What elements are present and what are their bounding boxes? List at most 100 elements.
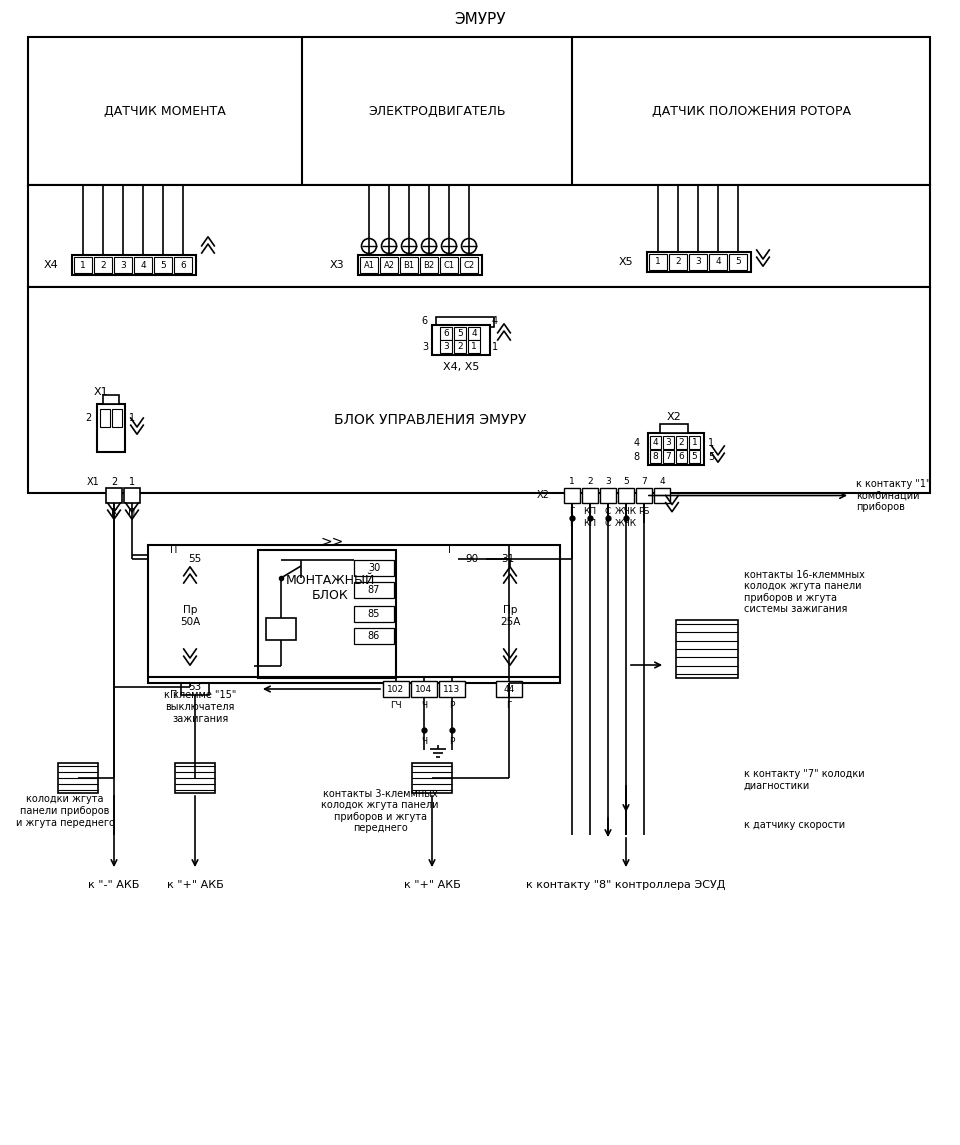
Bar bbox=[496, 681, 522, 697]
Text: А2: А2 bbox=[383, 261, 395, 269]
Text: Г: Г bbox=[569, 519, 575, 528]
Text: ЭМУРУ: ЭМУРУ bbox=[454, 13, 506, 27]
Text: 4: 4 bbox=[715, 258, 721, 267]
Text: С: С bbox=[605, 519, 612, 528]
Text: 4: 4 bbox=[471, 329, 477, 338]
Text: 53: 53 bbox=[188, 681, 202, 692]
Text: >>: >> bbox=[321, 535, 344, 548]
Text: 2: 2 bbox=[110, 477, 117, 487]
Bar bbox=[564, 488, 580, 503]
Bar bbox=[654, 488, 670, 503]
Text: 6: 6 bbox=[421, 316, 428, 325]
Bar bbox=[148, 545, 560, 684]
Text: 2: 2 bbox=[679, 439, 684, 447]
Text: 2: 2 bbox=[675, 258, 681, 267]
Text: 5: 5 bbox=[457, 329, 463, 338]
Bar bbox=[440, 340, 452, 353]
Text: к датчику скорости: к датчику скорости bbox=[744, 820, 845, 830]
Text: 3: 3 bbox=[444, 342, 449, 352]
Text: Х4, Х5: Х4, Х5 bbox=[443, 362, 479, 372]
Text: 1: 1 bbox=[129, 413, 135, 423]
Bar bbox=[103, 395, 119, 404]
Bar bbox=[432, 325, 490, 355]
Text: С2: С2 bbox=[464, 261, 474, 269]
Bar bbox=[100, 409, 110, 427]
Bar bbox=[58, 763, 98, 793]
Bar bbox=[689, 436, 700, 449]
Text: к контакту "7" колодки
диагностики: к контакту "7" колодки диагностики bbox=[744, 769, 865, 791]
Text: МОНТАЖНЫЙ
БЛОК: МОНТАЖНЫЙ БЛОК bbox=[285, 574, 374, 602]
Bar bbox=[94, 256, 112, 273]
Bar bbox=[636, 488, 652, 503]
Text: 2: 2 bbox=[588, 477, 593, 487]
Text: 44: 44 bbox=[503, 685, 515, 694]
Bar bbox=[468, 340, 480, 353]
Bar bbox=[380, 256, 398, 273]
Text: 5: 5 bbox=[691, 452, 697, 461]
Text: 4: 4 bbox=[660, 477, 665, 487]
Bar bbox=[454, 327, 466, 340]
Bar bbox=[28, 185, 930, 287]
Bar bbox=[460, 256, 478, 273]
Text: 3: 3 bbox=[120, 261, 126, 269]
Text: ЭЛЕКТРОДВИГАТЕЛЬ: ЭЛЕКТРОДВИГАТЕЛЬ bbox=[369, 104, 506, 118]
Bar bbox=[439, 681, 465, 697]
Text: КП: КП bbox=[584, 507, 596, 516]
Text: контакты 16-клеммных
колодок жгута панели
приборов и жгута
системы зажигания: контакты 16-клеммных колодок жгута панел… bbox=[744, 569, 865, 615]
Text: С: С bbox=[605, 507, 612, 516]
Bar bbox=[669, 254, 687, 270]
Bar bbox=[97, 404, 125, 452]
Bar bbox=[174, 256, 192, 273]
Text: БЛОК УПРАВЛЕНИЯ ЭМУРУ: БЛОК УПРАВЛЕНИЯ ЭМУРУ bbox=[334, 413, 526, 427]
Text: Пр
25А: Пр 25А bbox=[500, 606, 520, 626]
Bar bbox=[648, 433, 704, 465]
Text: 2: 2 bbox=[84, 413, 91, 423]
Text: 3: 3 bbox=[695, 258, 701, 267]
Bar bbox=[360, 256, 378, 273]
Bar bbox=[412, 763, 452, 793]
Text: ДАТЧИК МОМЕНТА: ДАТЧИК МОМЕНТА bbox=[104, 104, 226, 118]
Text: 4: 4 bbox=[492, 316, 498, 325]
Bar bbox=[689, 450, 700, 463]
Bar bbox=[258, 550, 396, 678]
Text: 7: 7 bbox=[641, 477, 647, 487]
Bar bbox=[354, 582, 394, 598]
Text: ЖЧК: ЖЧК bbox=[615, 519, 637, 528]
Bar bbox=[468, 327, 480, 340]
Bar bbox=[689, 254, 707, 270]
Text: 6: 6 bbox=[444, 329, 449, 338]
Text: П: П bbox=[170, 545, 177, 555]
Bar bbox=[181, 678, 209, 695]
Text: 3: 3 bbox=[421, 341, 428, 352]
Bar bbox=[112, 409, 122, 427]
Text: колодки жгута
панели приборов
и жгута переднего: колодки жгута панели приборов и жгута пе… bbox=[15, 795, 114, 828]
Text: 1: 1 bbox=[569, 477, 575, 487]
Text: Пр
50А: Пр 50А bbox=[180, 606, 200, 626]
Text: 1: 1 bbox=[471, 342, 477, 352]
Text: Г: Г bbox=[448, 545, 454, 555]
Text: к "+" АКБ: к "+" АКБ bbox=[167, 881, 224, 890]
Bar bbox=[582, 488, 598, 503]
Bar bbox=[154, 256, 172, 273]
Text: КП: КП bbox=[584, 519, 596, 528]
Bar bbox=[660, 424, 688, 433]
Bar bbox=[676, 619, 738, 678]
Text: 1: 1 bbox=[708, 437, 714, 448]
Text: 4: 4 bbox=[140, 261, 146, 269]
Text: В2: В2 bbox=[423, 261, 435, 269]
Text: В1: В1 bbox=[403, 261, 415, 269]
Text: к контакту "1"
комбинации
приборов: к контакту "1" комбинации приборов bbox=[856, 479, 930, 512]
Text: ЖЧК: ЖЧК bbox=[615, 507, 637, 516]
Bar bbox=[650, 450, 661, 463]
Text: Ч: Ч bbox=[420, 701, 427, 710]
Bar bbox=[663, 436, 674, 449]
Bar bbox=[181, 550, 209, 567]
Text: 6: 6 bbox=[679, 452, 684, 461]
Bar bbox=[440, 256, 458, 273]
Text: Ч: Ч bbox=[420, 737, 427, 747]
Text: Р: Р bbox=[449, 701, 455, 710]
Text: к контакту "8" контроллера ЭСУД: к контакту "8" контроллера ЭСУД bbox=[526, 881, 726, 890]
Text: к клемме "15"
выключателя
зажигания: к клемме "15" выключателя зажигания bbox=[164, 690, 236, 724]
Text: 3: 3 bbox=[665, 439, 671, 447]
Bar bbox=[400, 256, 418, 273]
